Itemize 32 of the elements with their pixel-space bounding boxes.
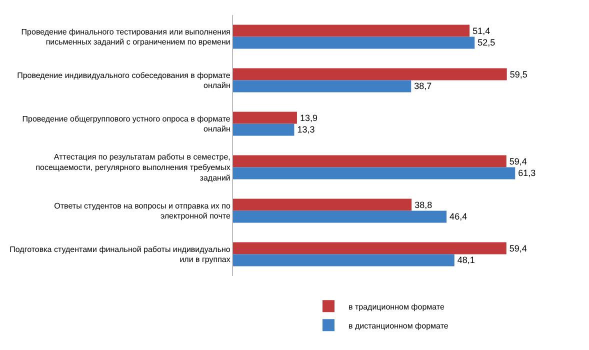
legend-label: в дистанционном формате <box>348 321 449 330</box>
y-tick-label: Проведение общегруппового устного опроса в формате онлайн <box>22 114 231 134</box>
bar <box>233 36 475 49</box>
data-label: 59,5 <box>510 69 528 80</box>
data-label: 13,3 <box>297 124 315 135</box>
data-label: 61,3 <box>518 168 536 178</box>
data-label: 59,4 <box>509 156 527 166</box>
bar <box>233 242 506 254</box>
data-label: 38,8 <box>414 200 432 210</box>
bar <box>233 210 447 223</box>
bar <box>233 167 516 180</box>
bar <box>233 112 297 124</box>
bar <box>233 198 412 211</box>
data-label: 52,5 <box>478 38 496 48</box>
bar <box>233 124 294 136</box>
data-label: 48,1 <box>457 255 475 266</box>
y-tick-label: Ответы студентов на вопросы и отправка их по электронной почте <box>54 201 231 221</box>
bar <box>233 254 454 266</box>
y-tick-label: Аттестация по результатам работы в семестре, посещаемости, регулярного выполнения требуемых заданий <box>36 152 230 182</box>
bar <box>233 68 507 80</box>
y-tick-label: Проведение финального тестирования или выполнения письменных заданий с ограничением по времени <box>21 27 230 47</box>
legend-label: в традиционном формате <box>348 302 446 312</box>
bar <box>233 155 506 168</box>
data-label: 59,4 <box>509 243 527 254</box>
data-label: 38,7 <box>414 81 432 92</box>
y-tick-label: Проведение индивидуального собеседования в формате онлайн <box>17 70 231 90</box>
data-label: 51,4 <box>472 26 490 36</box>
data-label: 13,9 <box>300 112 318 123</box>
bar <box>233 24 470 37</box>
y-tick-label: Подготовка студентами финальной работы индивидуально или в группах <box>10 244 231 264</box>
bar <box>233 80 412 92</box>
data-label: 46,4 <box>450 212 468 222</box>
